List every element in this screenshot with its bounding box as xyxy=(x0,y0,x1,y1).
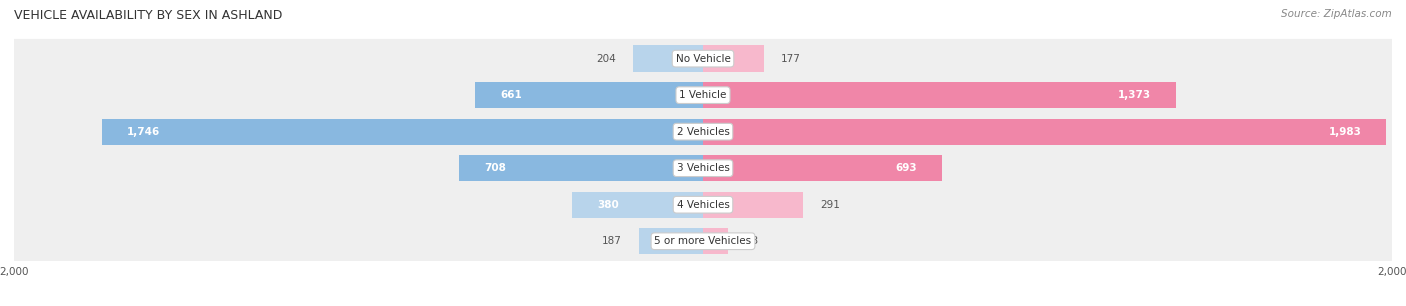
Text: 177: 177 xyxy=(780,54,800,64)
Text: 4 Vehicles: 4 Vehicles xyxy=(676,200,730,210)
Text: 1,983: 1,983 xyxy=(1329,127,1361,137)
Bar xyxy=(633,46,703,72)
FancyBboxPatch shape xyxy=(14,112,1392,151)
Text: 291: 291 xyxy=(820,200,839,210)
Bar xyxy=(703,155,942,181)
Text: 1,746: 1,746 xyxy=(127,127,160,137)
FancyBboxPatch shape xyxy=(14,185,1392,224)
Bar xyxy=(460,155,703,181)
Bar xyxy=(475,82,703,108)
FancyBboxPatch shape xyxy=(14,76,1392,115)
Bar xyxy=(572,192,703,218)
Bar xyxy=(703,228,728,254)
Text: 1 Vehicle: 1 Vehicle xyxy=(679,90,727,100)
Text: Source: ZipAtlas.com: Source: ZipAtlas.com xyxy=(1281,9,1392,19)
Text: 5 or more Vehicles: 5 or more Vehicles xyxy=(654,236,752,246)
Text: 380: 380 xyxy=(598,200,619,210)
FancyBboxPatch shape xyxy=(14,222,1392,261)
Text: 204: 204 xyxy=(596,54,616,64)
Bar xyxy=(703,82,1175,108)
Text: 693: 693 xyxy=(896,163,917,173)
Bar xyxy=(638,228,703,254)
Text: 661: 661 xyxy=(501,90,522,100)
Legend: Male, Female: Male, Female xyxy=(645,303,761,306)
Bar xyxy=(703,192,803,218)
Text: 708: 708 xyxy=(484,163,506,173)
Text: 73: 73 xyxy=(745,236,758,246)
FancyBboxPatch shape xyxy=(14,39,1392,78)
Text: 1,373: 1,373 xyxy=(1118,90,1152,100)
FancyBboxPatch shape xyxy=(14,148,1392,188)
Bar xyxy=(101,118,703,145)
Bar xyxy=(703,46,763,72)
Text: 3 Vehicles: 3 Vehicles xyxy=(676,163,730,173)
Text: No Vehicle: No Vehicle xyxy=(675,54,731,64)
Text: VEHICLE AVAILABILITY BY SEX IN ASHLAND: VEHICLE AVAILABILITY BY SEX IN ASHLAND xyxy=(14,9,283,22)
Text: 187: 187 xyxy=(602,236,621,246)
Text: 2 Vehicles: 2 Vehicles xyxy=(676,127,730,137)
Bar xyxy=(703,118,1386,145)
